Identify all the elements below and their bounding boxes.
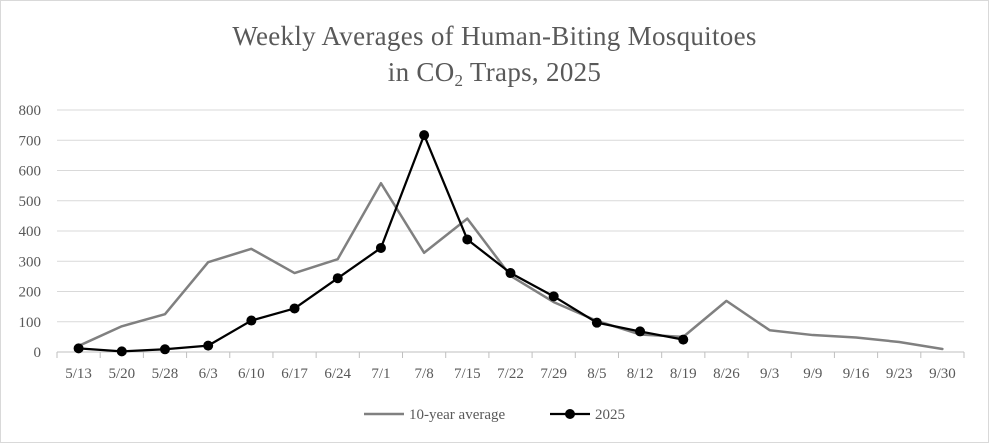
x-tick-label: 8/12 xyxy=(627,366,654,382)
data-point xyxy=(332,273,343,284)
y-tick-label: 200 xyxy=(19,285,42,301)
x-tick-label: 6/3 xyxy=(199,366,218,382)
data-point xyxy=(635,326,646,337)
y-tick-label: 700 xyxy=(19,133,42,149)
x-tick-label: 9/23 xyxy=(886,366,913,382)
x-tick-label: 5/20 xyxy=(108,366,135,382)
chart-title: Weekly Averages of Human-Biting Mosquito… xyxy=(0,18,989,99)
x-tick-label: 5/28 xyxy=(152,366,179,382)
data-point xyxy=(505,268,516,279)
chart-title-line2: in CO2 Traps, 2025 xyxy=(0,54,989,99)
x-tick-label: 7/1 xyxy=(371,366,390,382)
data-point xyxy=(591,317,602,328)
series-group xyxy=(73,130,944,357)
x-tick-label: 9/3 xyxy=(760,366,779,382)
x-tick-label: 6/10 xyxy=(238,366,265,382)
data-point xyxy=(246,315,257,326)
data-point xyxy=(159,344,170,355)
legend: 10-year average 2025 xyxy=(364,407,625,423)
data-point xyxy=(73,343,84,354)
y-tick-label: 500 xyxy=(19,194,42,210)
x-tick-label: 6/17 xyxy=(281,366,308,382)
x-tick-label: 8/19 xyxy=(670,366,697,382)
x-tick-label: 7/22 xyxy=(497,366,524,382)
x-tick-label: 9/30 xyxy=(929,366,956,382)
data-point xyxy=(548,291,559,302)
data-point xyxy=(419,130,430,141)
chart-title-line1: Weekly Averages of Human-Biting Mosquito… xyxy=(232,21,757,51)
data-point xyxy=(289,303,300,314)
data-point xyxy=(116,346,127,357)
data-point xyxy=(375,242,386,253)
y-tick-label: 400 xyxy=(19,224,42,240)
x-tick-label: 9/16 xyxy=(843,366,870,382)
title-line2-post: Traps, 2025 xyxy=(463,57,602,87)
x-tick-label: 6/24 xyxy=(324,366,351,382)
y-tick-label: 100 xyxy=(19,315,42,331)
x-tick-label: 7/8 xyxy=(415,366,434,382)
gridlines xyxy=(57,109,964,323)
y-tick-label: 800 xyxy=(19,103,42,119)
x-tick-label: 7/29 xyxy=(540,366,567,382)
x-tick-label: 8/5 xyxy=(587,366,606,382)
y-tick-label: 0 xyxy=(34,345,42,361)
legend-label-0: 10-year average xyxy=(409,407,506,423)
x-tick-label: 8/26 xyxy=(713,366,740,382)
axes: 0 100 200 300 400 500 600 700 800 5/13 5/20 5/28 6/3… xyxy=(19,103,965,382)
title-line2-subscript: 2 xyxy=(454,71,464,90)
title-line2-pre: in CO xyxy=(387,57,455,87)
data-point xyxy=(678,334,689,345)
x-tick-label: 7/15 xyxy=(454,366,481,382)
x-tick-label: 5/13 xyxy=(65,366,92,382)
legend-label-1: 2025 xyxy=(595,407,625,423)
y-tick-label: 300 xyxy=(19,254,42,270)
y-tick-label: 600 xyxy=(19,164,42,180)
x-tick-label: 9/9 xyxy=(803,366,822,382)
data-point xyxy=(462,234,473,245)
data-point xyxy=(203,340,214,351)
series-line-0 xyxy=(77,181,944,351)
legend-marker-1 xyxy=(565,409,575,419)
